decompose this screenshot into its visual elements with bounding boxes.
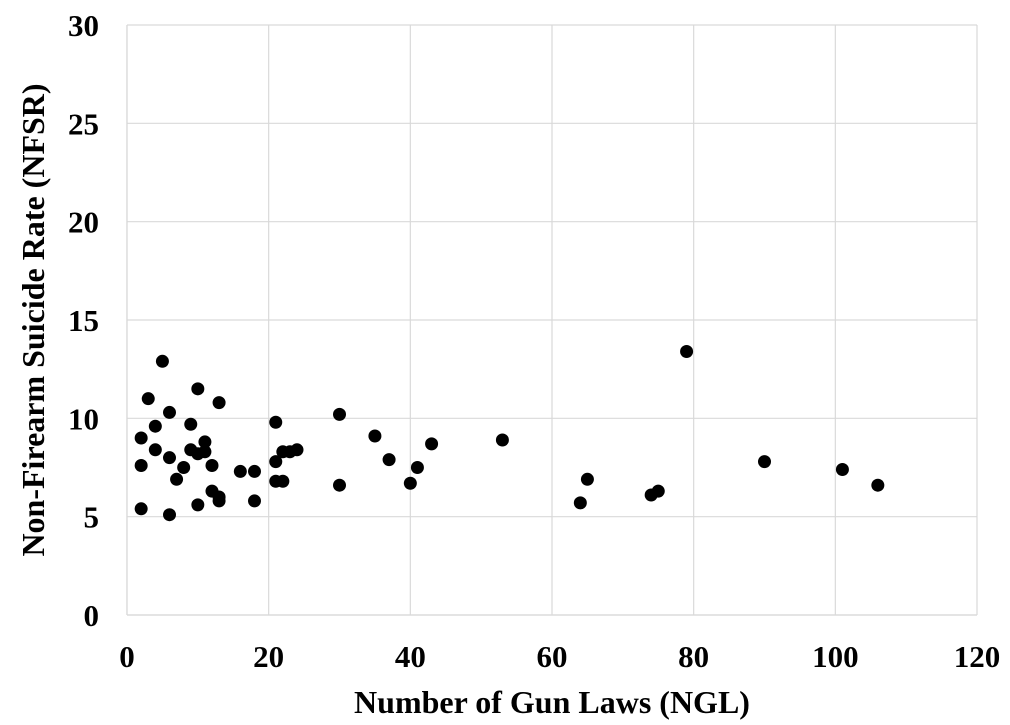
data-point bbox=[269, 455, 283, 469]
y-tick-label: 30 bbox=[68, 8, 99, 43]
x-tick-label: 0 bbox=[119, 639, 135, 674]
data-point bbox=[758, 455, 771, 469]
y-tick-label: 10 bbox=[68, 401, 99, 436]
data-point bbox=[276, 474, 290, 488]
data-point bbox=[580, 472, 594, 486]
data-point bbox=[835, 462, 849, 476]
data-point bbox=[410, 461, 424, 474]
data-point bbox=[191, 498, 205, 512]
data-point bbox=[177, 461, 191, 474]
data-points bbox=[134, 344, 885, 522]
data-point bbox=[198, 435, 212, 449]
y-tick-label: 15 bbox=[68, 303, 99, 338]
data-point bbox=[212, 396, 226, 410]
data-point bbox=[134, 459, 148, 473]
x-tick-labels: 0 20 40 60 80 100 120 bbox=[119, 639, 1000, 674]
data-point bbox=[871, 478, 885, 492]
x-axis-title: Number of Gun Laws (NGL) bbox=[354, 684, 750, 720]
x-tick-label: 80 bbox=[678, 639, 709, 674]
data-point bbox=[170, 472, 184, 486]
data-point bbox=[333, 407, 346, 421]
data-point bbox=[134, 502, 148, 516]
x-tick-label: 40 bbox=[395, 639, 426, 674]
data-point bbox=[680, 344, 694, 358]
data-point bbox=[495, 433, 509, 447]
data-point bbox=[651, 484, 665, 498]
data-point bbox=[212, 494, 226, 508]
data-point bbox=[184, 417, 198, 431]
data-point bbox=[198, 445, 212, 459]
x-tick-label: 120 bbox=[954, 639, 1001, 674]
data-point bbox=[269, 415, 283, 429]
x-tick-label: 100 bbox=[812, 639, 859, 674]
y-tick-label: 0 bbox=[84, 598, 100, 633]
data-point bbox=[248, 494, 261, 508]
y-tick-label: 25 bbox=[68, 106, 99, 141]
data-point bbox=[382, 453, 396, 467]
data-point bbox=[141, 392, 155, 406]
data-point bbox=[248, 464, 261, 478]
plot-frame bbox=[126, 25, 977, 616]
data-point bbox=[148, 443, 162, 457]
data-point bbox=[290, 443, 304, 457]
data-point bbox=[233, 464, 247, 478]
data-point bbox=[205, 459, 219, 473]
data-point bbox=[368, 429, 382, 443]
y-tick-label: 20 bbox=[68, 205, 99, 240]
data-point bbox=[425, 437, 439, 451]
y-axis-title: Non-Firearm Suicide Rate (NFSR) bbox=[15, 83, 51, 556]
data-point bbox=[573, 496, 587, 510]
data-point bbox=[333, 478, 346, 492]
data-point bbox=[191, 382, 205, 396]
y-tick-labels: 0 5 10 15 20 25 30 bbox=[68, 8, 99, 633]
x-tick-label: 20 bbox=[253, 639, 284, 674]
data-point bbox=[163, 451, 176, 465]
x-tick-label: 60 bbox=[537, 639, 568, 674]
data-point bbox=[163, 508, 176, 522]
data-point bbox=[163, 405, 176, 419]
data-point bbox=[155, 354, 169, 368]
data-point bbox=[134, 431, 148, 445]
data-point bbox=[148, 419, 162, 433]
data-point bbox=[403, 476, 417, 490]
gridlines bbox=[126, 24, 978, 616]
y-tick-label: 5 bbox=[84, 500, 100, 535]
